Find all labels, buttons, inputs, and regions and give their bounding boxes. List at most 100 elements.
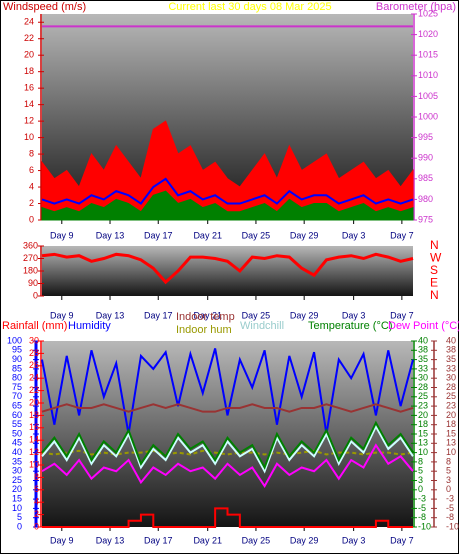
title: Current last 30 days 08 Mar 2025 bbox=[168, 1, 331, 13]
tick-label: 15 bbox=[446, 428, 456, 438]
tick-label: -3 bbox=[446, 493, 454, 503]
tick-label: 995 bbox=[418, 132, 433, 142]
tick-label: 100 bbox=[7, 335, 22, 345]
series bbox=[41, 424, 414, 474]
tick-label: 10 bbox=[12, 503, 22, 513]
tick-label: 0 bbox=[29, 214, 34, 224]
tick-label: 8 bbox=[34, 472, 39, 482]
tick-label: 0 bbox=[418, 484, 423, 494]
tick-label: 60 bbox=[12, 410, 22, 420]
tick-label: 18 bbox=[24, 66, 34, 76]
tick-label: N bbox=[430, 238, 439, 252]
x-tick-label: Day 25 bbox=[242, 230, 271, 240]
tick-label: 8 bbox=[446, 456, 451, 466]
tick-label: 3 bbox=[418, 475, 423, 485]
tick-label: 95 bbox=[12, 345, 22, 355]
tick-label: 45 bbox=[12, 438, 22, 448]
series bbox=[41, 420, 414, 470]
x-tick-label: Day 29 bbox=[290, 230, 319, 240]
tick-label: 8 bbox=[418, 456, 423, 466]
x-tick-label: Day 7 bbox=[390, 310, 414, 320]
tick-label: 80 bbox=[12, 373, 22, 383]
tick-label: 25 bbox=[12, 475, 22, 485]
x-tick-label: Day 3 bbox=[342, 230, 366, 240]
tick-label: 6 bbox=[29, 165, 34, 175]
tick-label: 10 bbox=[29, 459, 39, 469]
tick-label: 0 bbox=[17, 521, 22, 531]
tick-label: 22 bbox=[24, 33, 34, 43]
tick-label: 4 bbox=[29, 181, 34, 191]
tick-label: -8 bbox=[446, 512, 454, 522]
tick-label: 55 bbox=[12, 419, 22, 429]
tick-label: 26 bbox=[29, 360, 39, 370]
tick-label: 22 bbox=[29, 385, 39, 395]
tick-label: 35 bbox=[446, 354, 456, 364]
x-tick-label: Day 13 bbox=[96, 230, 125, 240]
tick-label: 30 bbox=[12, 466, 22, 476]
tick-label: 20 bbox=[12, 484, 22, 494]
tick-label: 5 bbox=[418, 466, 423, 476]
tick-label: 0 bbox=[34, 521, 39, 531]
tick-label: 1020 bbox=[418, 29, 438, 39]
tick-label: 28 bbox=[29, 348, 39, 358]
tick-label: 20 bbox=[446, 410, 456, 420]
tick-label: 15 bbox=[12, 493, 22, 503]
series bbox=[41, 403, 414, 413]
tick-label: 30 bbox=[418, 373, 428, 383]
tick-label: 975 bbox=[418, 214, 433, 224]
tick-label: 985 bbox=[418, 173, 433, 183]
tick-label: 0 bbox=[446, 484, 451, 494]
tick-label: 90 bbox=[28, 278, 38, 288]
tick-label: 12 bbox=[24, 115, 34, 125]
legend-entry: Indoor temp bbox=[176, 311, 235, 323]
x-tick-label: Day 7 bbox=[390, 230, 414, 240]
tick-label: 20 bbox=[29, 397, 39, 407]
tick-label: 24 bbox=[24, 17, 34, 27]
tick-label: 25 bbox=[418, 391, 428, 401]
tick-label: 270 bbox=[23, 253, 38, 263]
x-tick-label: Day 21 bbox=[193, 230, 222, 240]
tick-label: 8 bbox=[29, 148, 34, 158]
x-tick-label: Day 29 bbox=[290, 310, 319, 320]
x-tick-label: Day 21 bbox=[193, 535, 222, 545]
tick-label: 360 bbox=[23, 240, 38, 250]
tick-label: 1000 bbox=[418, 111, 438, 121]
legend-entry: Indoor hum bbox=[176, 324, 232, 336]
x-tick-label: Day 17 bbox=[144, 230, 173, 240]
tick-label: 28 bbox=[446, 382, 456, 392]
tick-label: -10 bbox=[446, 521, 459, 531]
legend-entry: Rainfall (mm) bbox=[2, 320, 67, 332]
tick-label: 10 bbox=[24, 132, 34, 142]
x-tick-label: Day 7 bbox=[390, 535, 414, 545]
tick-label: 16 bbox=[24, 83, 34, 93]
legend-entry: Windchill bbox=[240, 320, 284, 332]
x-tick-label: Day 29 bbox=[290, 535, 319, 545]
tick-label: 16 bbox=[29, 422, 39, 432]
tick-label: 35 bbox=[12, 456, 22, 466]
tick-label: S bbox=[430, 263, 438, 277]
tick-label: 35 bbox=[418, 354, 428, 364]
tick-label: 33 bbox=[418, 363, 428, 373]
tick-label: 30 bbox=[446, 373, 456, 383]
tick-label: N bbox=[430, 288, 439, 302]
x-tick-label: Day 25 bbox=[242, 535, 271, 545]
tick-label: 38 bbox=[418, 345, 428, 355]
legend-entry: Humidity bbox=[68, 320, 111, 332]
tick-label: 5 bbox=[17, 512, 22, 522]
series bbox=[41, 190, 414, 221]
series bbox=[42, 507, 413, 528]
tick-label: 14 bbox=[24, 99, 34, 109]
tick-label: 1025 bbox=[418, 8, 438, 18]
tick-label: 38 bbox=[446, 345, 456, 355]
tick-label: -10 bbox=[418, 521, 431, 531]
tick-label: 14 bbox=[29, 435, 39, 445]
legend-entry: Dew Point (°C) bbox=[388, 320, 459, 332]
tick-label: -8 bbox=[418, 512, 426, 522]
tick-label: 990 bbox=[418, 153, 433, 163]
legend-entry: Temperature (°C) bbox=[308, 320, 392, 332]
tick-label: 0 bbox=[33, 290, 38, 300]
tick-label: E bbox=[430, 276, 438, 290]
tick-label: 18 bbox=[418, 419, 428, 429]
series bbox=[41, 443, 414, 489]
tick-label: 90 bbox=[12, 354, 22, 364]
